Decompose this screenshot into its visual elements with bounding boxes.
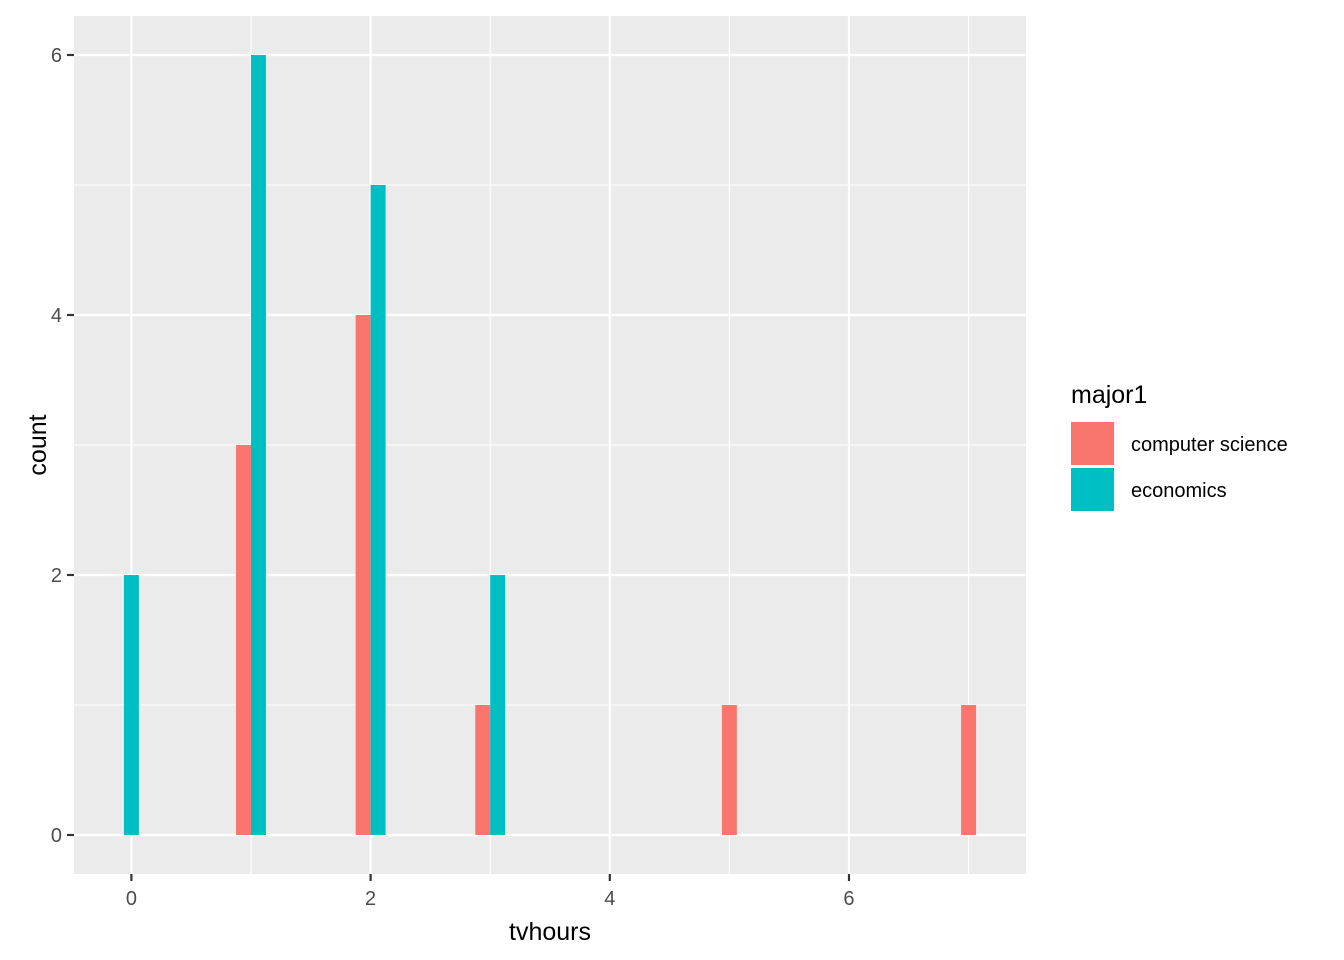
bars <box>123 55 977 835</box>
bar <box>123 575 139 835</box>
bar <box>961 705 977 835</box>
bar <box>236 445 252 835</box>
legend-label: economics <box>1131 480 1227 502</box>
bar <box>355 315 371 835</box>
bar <box>370 185 386 835</box>
x-tick-label: 6 <box>843 888 854 910</box>
legend: major1 computer science economics <box>1071 381 1288 511</box>
x-tick-label: 0 <box>126 888 137 910</box>
x-axis: 0 2 4 6 <box>126 874 855 910</box>
bar <box>490 575 506 835</box>
x-axis-title: tvhours <box>509 918 591 946</box>
x-tick-label: 4 <box>604 888 615 910</box>
y-tick-label: 0 <box>51 825 62 847</box>
bar <box>721 705 737 835</box>
y-tick-label: 4 <box>51 305 62 327</box>
y-axis-title: count <box>24 414 52 475</box>
legend-label: computer science <box>1131 434 1288 456</box>
bar <box>251 55 266 835</box>
bar <box>475 705 491 835</box>
x-tick-label: 2 <box>365 888 376 910</box>
legend-title: major1 <box>1071 381 1147 409</box>
legend-key <box>1071 468 1114 511</box>
y-tick-label: 2 <box>51 565 62 587</box>
legend-key <box>1071 422 1114 465</box>
y-axis: 0 2 4 6 <box>51 45 74 847</box>
y-tick-label: 6 <box>51 45 62 67</box>
